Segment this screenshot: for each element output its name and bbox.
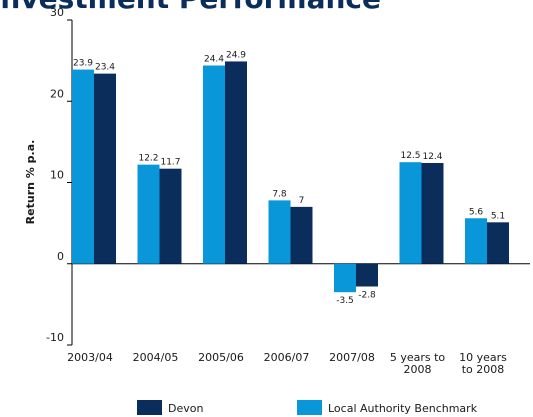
value-label: -3.5	[336, 296, 354, 306]
x-tick-label: 5 years to 2008	[389, 351, 446, 376]
legend-label: Local Authority Benchmark	[328, 402, 478, 415]
value-label: 24.4	[204, 55, 224, 65]
value-label: 23.9	[73, 59, 93, 69]
x-tick-label: 2005/06	[198, 351, 244, 364]
x-tick-label: 2006/07	[263, 351, 310, 364]
bar	[399, 162, 422, 264]
bar	[487, 222, 509, 264]
y-axis-label: Return % p.a.	[24, 140, 37, 225]
bar	[356, 263, 378, 287]
bar	[159, 168, 182, 264]
value-label: 7	[299, 196, 305, 206]
bar	[203, 65, 225, 264]
y-tick-label: 30	[50, 6, 64, 19]
value-label: 12.2	[138, 154, 158, 164]
value-label: 11.7	[160, 158, 180, 168]
value-label: 12.5	[400, 151, 420, 161]
bar	[137, 164, 160, 264]
bar	[225, 61, 247, 264]
x-tick-label: 2003/04	[67, 351, 113, 364]
bar	[290, 206, 313, 264]
x-tick-label: 2007/08	[329, 351, 375, 364]
bar	[94, 73, 116, 264]
bar	[268, 200, 291, 264]
bar	[465, 218, 487, 264]
y-tick-label: -10	[46, 331, 64, 344]
value-label: 7.8	[272, 189, 287, 199]
chart-title: Investment Performance	[0, 0, 381, 15]
value-label: 12.4	[422, 152, 442, 162]
y-tick-label: 10	[50, 169, 64, 182]
legend-swatch	[137, 400, 162, 415]
x-tick-label: 2004/05	[132, 351, 179, 364]
value-label: 5.1	[491, 211, 505, 221]
legend-swatch	[297, 400, 322, 415]
x-tick-label: 10 years to 2008	[459, 351, 507, 376]
y-tick-label: 20	[50, 87, 64, 100]
value-label: 23.4	[95, 63, 115, 73]
bar	[421, 163, 444, 264]
legend-label: Devon	[168, 402, 203, 415]
bar	[334, 263, 356, 293]
y-tick-label: 0	[57, 250, 64, 263]
bar	[72, 69, 94, 264]
value-label: 5.6	[469, 207, 484, 217]
value-label: -2.8	[358, 291, 376, 301]
value-label: 24.9	[226, 50, 246, 60]
